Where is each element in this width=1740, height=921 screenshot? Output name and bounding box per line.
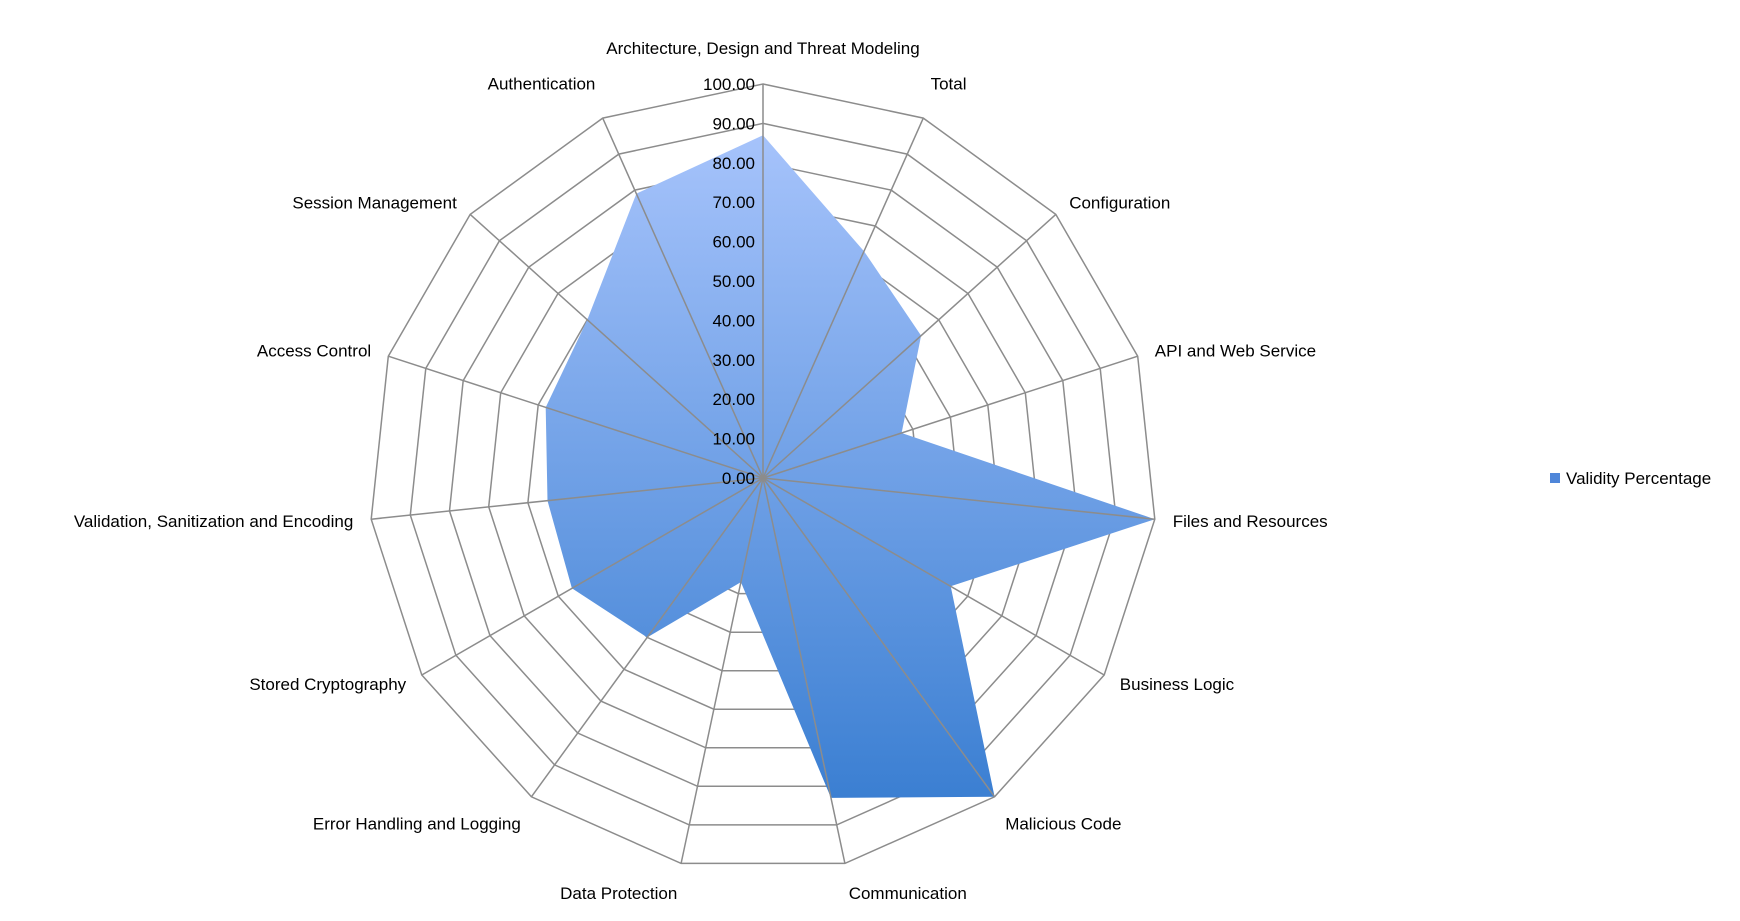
tick-label: 50.00 <box>712 272 755 291</box>
category-label: Total <box>931 75 967 94</box>
series-layer <box>546 135 1155 798</box>
legend-marker <box>1550 473 1560 483</box>
category-label: Access Control <box>257 342 371 361</box>
category-label: Validation, Sanitization and Encoding <box>74 512 353 531</box>
category-label: Session Management <box>292 193 457 212</box>
tick-label: 60.00 <box>712 233 755 252</box>
tick-label: 10.00 <box>712 430 755 449</box>
tick-label: 40.00 <box>712 311 755 330</box>
tick-label: 80.00 <box>712 154 755 173</box>
series-area <box>546 135 1155 798</box>
category-label: Stored Cryptography <box>249 675 406 694</box>
category-label: Files and Resources <box>1173 512 1328 531</box>
tick-label: 30.00 <box>712 351 755 370</box>
legend-label: Validity Percentage <box>1566 469 1711 488</box>
category-label: Authentication <box>488 75 596 94</box>
tick-label: 0.00 <box>722 469 755 488</box>
legend: Validity Percentage <box>1550 469 1711 488</box>
category-label: Business Logic <box>1120 675 1235 694</box>
category-label: Error Handling and Logging <box>313 814 521 833</box>
tick-label: 20.00 <box>712 390 755 409</box>
category-label: Configuration <box>1069 193 1170 212</box>
category-label: Architecture, Design and Threat Modeling <box>606 39 919 58</box>
category-label: Communication <box>849 884 967 903</box>
tick-label: 70.00 <box>712 193 755 212</box>
tick-label: 90.00 <box>712 114 755 133</box>
category-label: API and Web Service <box>1155 342 1316 361</box>
tick-label: 100.00 <box>703 75 755 94</box>
category-label: Malicious Code <box>1005 814 1121 833</box>
category-label: Data Protection <box>560 884 677 903</box>
